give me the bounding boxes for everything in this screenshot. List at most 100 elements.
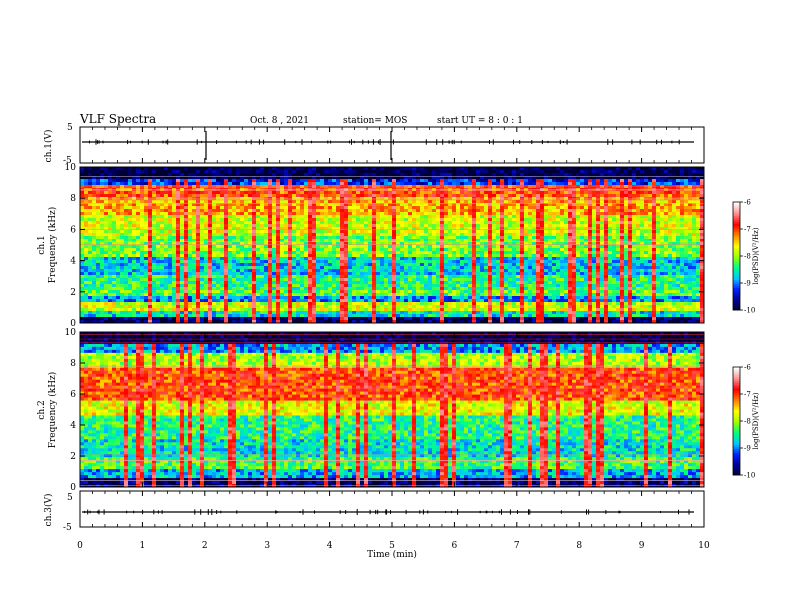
spectrogram-cell [212, 233, 217, 237]
spectrogram-cell [412, 257, 417, 261]
spectrogram-cell [524, 245, 529, 249]
spectrogram-cell [284, 230, 289, 234]
spectrogram-cell [476, 167, 481, 171]
spectrogram-cell [120, 185, 125, 189]
spectrogram-cell [308, 221, 313, 225]
spectrogram-cell [236, 224, 241, 228]
spectrogram-cell [628, 215, 633, 219]
spectrogram-cell [348, 257, 353, 261]
spectrogram-cell [436, 185, 441, 189]
spectrogram-cell [456, 173, 461, 177]
spectrogram-cell [372, 173, 377, 177]
spectrogram-cell [92, 182, 97, 186]
spectrogram-cell [148, 260, 153, 264]
spectrogram-cell [628, 218, 633, 222]
spectrogram-cell [588, 182, 593, 186]
spectrogram-cell [476, 248, 481, 252]
spectrogram-cell [616, 224, 621, 228]
spectrogram-cell [368, 224, 373, 228]
spectrogram-cell [160, 206, 165, 210]
spectrogram-cell [436, 257, 441, 261]
spectrogram-cell [652, 257, 657, 261]
spectrogram-cell [428, 221, 433, 225]
spectrogram-cell [696, 230, 701, 234]
spectrogram-cell [456, 182, 461, 186]
spectrogram-cell [392, 179, 397, 183]
spectrogram-cell [100, 200, 105, 204]
spectrogram-cell [620, 173, 625, 177]
spectrogram-cell [180, 200, 185, 204]
spectrogram-cell [368, 239, 373, 243]
spectrogram-cell [212, 203, 217, 207]
spectrogram-cell [404, 185, 409, 189]
spectrogram-cell [424, 182, 429, 186]
spectrogram-cell [584, 215, 589, 219]
spectrogram-cell [628, 221, 633, 225]
spectrogram-cell [596, 170, 601, 174]
spectrogram-cell [400, 179, 405, 183]
spectrogram-cell [684, 239, 689, 243]
spectrogram-cell [240, 176, 245, 180]
spectrogram-cell [556, 194, 561, 198]
spectrogram-cell [444, 221, 449, 225]
spectrogram-cell [400, 170, 413, 174]
spectrogram-cell [372, 254, 377, 258]
spectrogram-cell [388, 173, 393, 177]
spectrogram-cell [400, 203, 405, 207]
spectrogram-cell [288, 200, 293, 204]
spectrogram-cell [684, 212, 689, 216]
spectrogram-cell [512, 212, 517, 216]
spectrogram-cell [404, 245, 409, 249]
spectrogram-cell [472, 173, 477, 177]
spectrogram-cell [508, 221, 513, 225]
spectrogram-cell [96, 224, 101, 228]
spectrogram-cell [480, 254, 485, 258]
spectrogram-cell [652, 176, 657, 180]
spectrogram-cell [288, 224, 293, 228]
spectrogram-cell [420, 239, 425, 243]
spectrogram-cell [344, 221, 349, 225]
spectrogram-cell [332, 194, 337, 198]
spectrogram-cell [508, 218, 513, 222]
spectrogram-cell [576, 242, 581, 246]
spectrogram-cell [680, 233, 685, 237]
spectrogram-cell [276, 212, 281, 216]
spectrogram-cell [132, 215, 137, 219]
spectrogram-cell [204, 182, 209, 186]
spectrogram-cell [332, 245, 337, 249]
spectrogram-cell [240, 224, 245, 228]
spectrogram-cell [628, 170, 633, 174]
spectrogram-cell [96, 242, 101, 246]
spectrogram-cell [136, 191, 141, 195]
spectrogram-cell [492, 209, 497, 213]
spectrogram-cell [688, 221, 693, 225]
spectrogram-cell [364, 221, 369, 225]
spectrogram-cell [348, 242, 353, 246]
spectrogram-cell [324, 248, 329, 252]
spectrogram-cell [440, 194, 445, 198]
spectrogram-cell [172, 221, 177, 225]
spectrogram-cell [236, 257, 241, 261]
spectrogram-cell [136, 224, 141, 228]
spectrogram-cell [684, 185, 689, 189]
spectrogram-cell [256, 209, 261, 213]
spectrogram-cell [516, 221, 521, 225]
spectrogram-cell [396, 170, 401, 174]
spectrogram-cell [692, 224, 697, 228]
spectrogram-cell [256, 173, 261, 177]
spectrogram-cell [88, 173, 93, 177]
spectrogram-cell [532, 203, 537, 207]
spectrogram-cell [680, 257, 685, 261]
spectrogram-cell [128, 242, 133, 246]
spectrogram-cell [228, 239, 233, 243]
spectrogram-cell [552, 206, 557, 210]
spectrogram-cell [292, 179, 297, 183]
spectrogram-cell [320, 230, 325, 234]
spectrogram-cell [272, 194, 277, 198]
spectrogram-cell [676, 215, 681, 219]
spectrogram-cell [592, 206, 597, 210]
spectrogram-cell [636, 254, 641, 258]
spectrogram-cell [648, 194, 653, 198]
spectrogram-cell [560, 245, 565, 249]
spectrogram-cell [188, 179, 193, 183]
